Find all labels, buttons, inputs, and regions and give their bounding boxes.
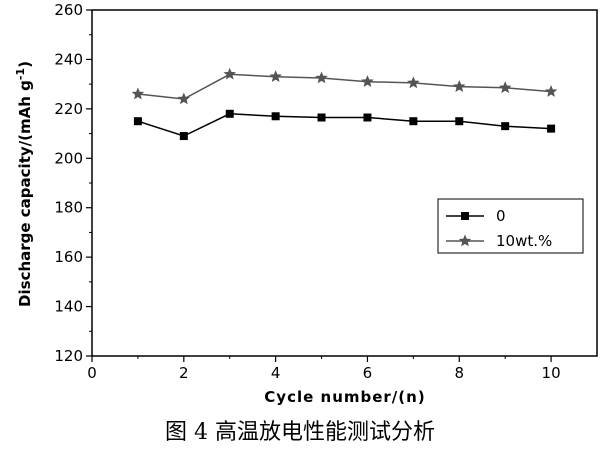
data-point: [361, 75, 374, 87]
series-0: [133, 109, 556, 141]
x-tick-label: 10: [542, 364, 561, 382]
plot-frame: [91, 9, 598, 357]
series-line: [137, 73, 552, 100]
data-point: [363, 113, 372, 122]
figure-caption: 图 4 高温放电性能测试分析: [165, 420, 435, 445]
series-layer: [131, 67, 558, 141]
data-point: [177, 92, 190, 105]
axis-ticks: 0 2 4 6 8 10 120 140 160 180 200 220 240 260: [54, 1, 560, 382]
data-point: [225, 109, 234, 118]
y-tick-label: 160: [54, 248, 83, 266]
y-axis-label-close: ): [16, 61, 34, 68]
y-tick-label: 200: [54, 149, 83, 167]
data-point: [453, 80, 466, 92]
data-point: [544, 85, 558, 97]
data-point: [409, 117, 418, 126]
legend-label: 0: [496, 207, 506, 225]
data-point: [455, 117, 464, 126]
series-1: [131, 67, 558, 105]
x-tick-label: 2: [179, 364, 189, 382]
x-tick-label: 0: [87, 364, 97, 382]
y-tick-label: 180: [54, 199, 83, 217]
data-point: [271, 112, 280, 121]
data-point: [407, 76, 420, 89]
data-point: [131, 87, 145, 100]
y-axis-label-main: Discharge capacity/(mAh g: [16, 80, 34, 307]
x-axis-label: Cycle number/(n): [264, 388, 425, 406]
y-tick-label: 260: [54, 1, 83, 19]
data-point: [133, 117, 142, 126]
legend-marker: [461, 212, 469, 220]
y-axis-label-sup: -1: [14, 68, 27, 80]
y-tick-label: 240: [54, 50, 83, 68]
data-point: [499, 81, 512, 94]
series-line: [137, 113, 552, 137]
y-tick-label: 140: [54, 298, 83, 316]
legend-items: 0 10wt.%: [446, 207, 552, 250]
data-point: [223, 67, 237, 80]
legend: 0 10wt.%: [437, 198, 584, 254]
y-tick-label: 120: [54, 347, 83, 365]
data-point: [317, 113, 326, 122]
legend-label: 10wt.%: [496, 232, 552, 250]
y-tick-label: 220: [54, 100, 83, 118]
data-point: [269, 70, 282, 83]
legend-marker: [458, 234, 472, 247]
x-tick-label: 4: [271, 364, 281, 382]
data-point: [315, 71, 328, 84]
x-tick-label: 8: [454, 364, 464, 382]
y-axis-label: Discharge capacity/(mAh g-1): [14, 61, 34, 307]
data-point: [501, 122, 510, 131]
discharge-capacity-chart: 0 2 4 6 8 10 120 140 160 180 200 220 240 260 Cycle nu…: [14, 1, 598, 406]
data-point: [179, 132, 188, 141]
x-tick-label: 6: [363, 364, 373, 382]
data-point: [547, 124, 556, 133]
